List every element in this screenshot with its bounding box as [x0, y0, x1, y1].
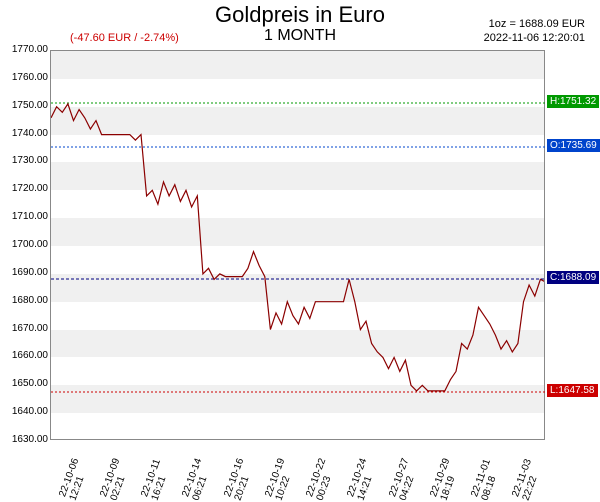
- high-marker-label: H:1751.32: [547, 95, 599, 108]
- price-series: [51, 51, 544, 439]
- y-axis-label: 1660.00: [3, 350, 48, 361]
- y-axis-label: 1720.00: [3, 183, 48, 194]
- x-axis-label: 22-11-01 08:18: [469, 443, 508, 502]
- x-axis-label: 22-10-14 06:21: [181, 443, 220, 502]
- timestamp: 2022-11-06 12:20:01: [484, 32, 585, 44]
- x-axis-label: 22-10-16 20:21: [222, 443, 261, 502]
- x-axis-label: 22-10-22 00:23: [304, 443, 343, 502]
- y-axis-label: 1740.00: [3, 128, 48, 139]
- price-change: (-47.60 EUR / -2.74%): [70, 32, 179, 44]
- y-axis-label: 1770.00: [3, 44, 48, 55]
- y-axis-label: 1750.00: [3, 100, 48, 111]
- x-axis-label: 22-10-29 18:19: [428, 443, 467, 502]
- current-price: 1oz = 1688.09 EUR: [489, 18, 585, 30]
- low-marker-label: L:1647.58: [547, 384, 598, 397]
- y-axis-label: 1650.00: [3, 378, 48, 389]
- x-axis-label: 22-10-06 12:21: [57, 443, 96, 502]
- y-axis-label: 1730.00: [3, 155, 48, 166]
- y-axis-label: 1670.00: [3, 323, 48, 334]
- y-axis-label: 1700.00: [3, 239, 48, 250]
- x-axis-label: 22-10-27 04:22: [387, 443, 426, 502]
- gold-price-chart: Goldpreis in Euro 1 MONTH (-47.60 EUR / …: [0, 0, 600, 500]
- x-axis-label: 22-10-09 02:21: [98, 443, 137, 502]
- close-marker-label: C:1688.09: [547, 271, 599, 284]
- x-axis-label: 22-10-19 10:22: [263, 443, 302, 502]
- chart-title: Goldpreis in Euro: [215, 2, 385, 28]
- open-marker-label: O:1735.69: [547, 139, 600, 152]
- x-axis-label: 22-11-03 22:22: [511, 443, 550, 502]
- y-axis-label: 1760.00: [3, 72, 48, 83]
- plot-area: [50, 50, 545, 440]
- y-axis-label: 1710.00: [3, 211, 48, 222]
- y-axis-label: 1630.00: [3, 434, 48, 445]
- y-axis-label: 1690.00: [3, 267, 48, 278]
- y-axis-label: 1640.00: [3, 406, 48, 417]
- x-axis-label: 22-10-24 14:21: [346, 443, 385, 502]
- x-axis-label: 22-10-11 16:21: [139, 443, 178, 502]
- chart-subtitle: 1 MONTH: [264, 27, 336, 45]
- y-axis-label: 1680.00: [3, 295, 48, 306]
